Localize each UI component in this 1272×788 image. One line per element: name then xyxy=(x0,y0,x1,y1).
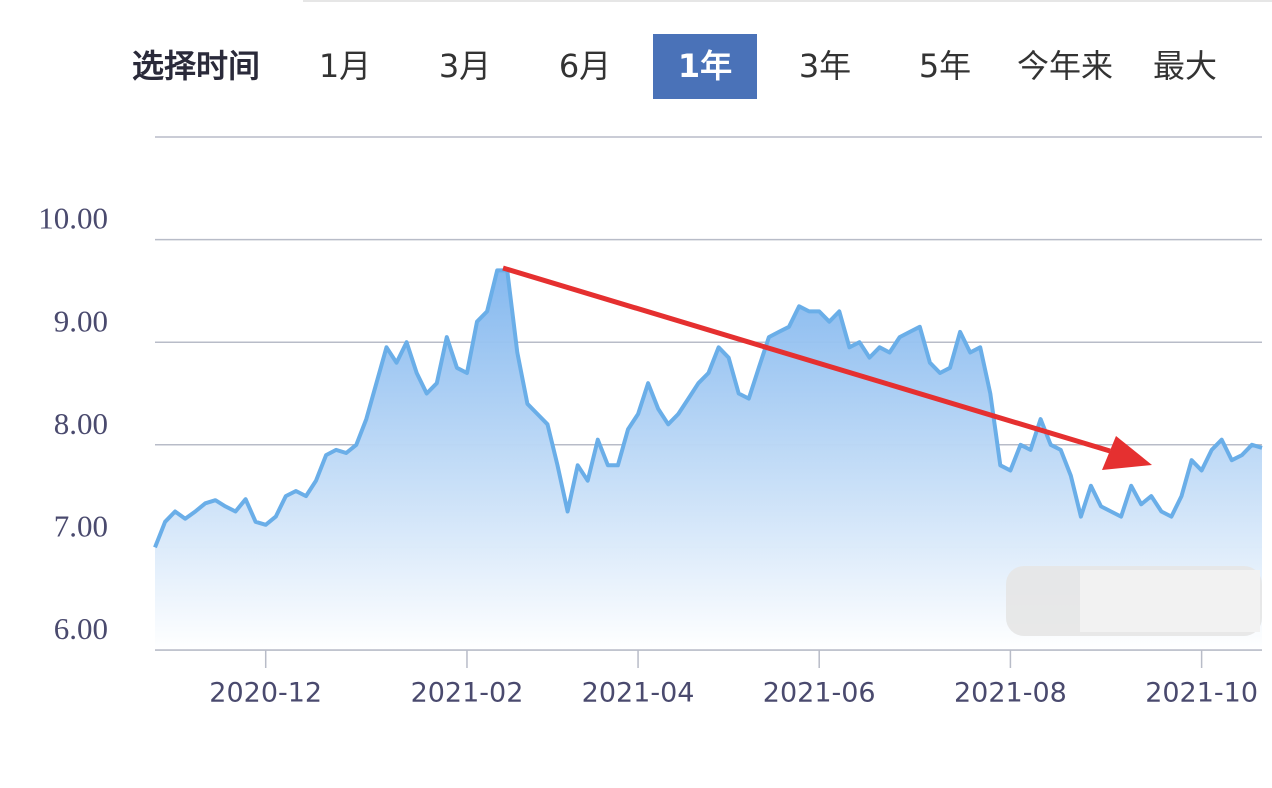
time-range-tab[interactable]: 3年 xyxy=(798,47,852,85)
tab-label: 选择时间 xyxy=(132,47,261,85)
x-tick-label: 2020-12 xyxy=(209,678,322,709)
blurred-watermark-text xyxy=(1080,570,1260,632)
time-range-tab[interactable]: 1年 xyxy=(653,34,757,99)
arrow-shaft xyxy=(502,265,1111,454)
y-tick-label: 6.00 xyxy=(54,611,108,646)
x-tick-label: 2021-04 xyxy=(582,678,695,709)
time-range-tab[interactable]: 3月 xyxy=(438,47,492,85)
time-range-tab[interactable]: 6月 xyxy=(558,47,612,85)
time-range-tab[interactable]: 1月 xyxy=(318,47,372,85)
x-tick-label: 2021-10 xyxy=(1145,678,1258,709)
x-tick-label: 2021-08 xyxy=(954,678,1067,709)
y-tick-label: 8.00 xyxy=(54,406,108,441)
y-tick-label: 7.00 xyxy=(54,509,108,544)
y-tick-label: 10.00 xyxy=(38,201,108,236)
time-range-tab[interactable]: 5年 xyxy=(918,47,972,85)
time-range-tabs: 选择时间 1月 3月 6月 1年 3年 5年 今年来 最大 xyxy=(0,0,1272,110)
area-fill xyxy=(155,270,1262,650)
x-tick-label: 2021-06 xyxy=(763,678,876,709)
x-tick-label: 2021-02 xyxy=(411,678,524,709)
arrow-head xyxy=(1102,436,1152,470)
nav-line xyxy=(153,268,1263,549)
time-range-tab[interactable]: 今年来 xyxy=(1016,47,1113,85)
time-range-tab[interactable]: 最大 xyxy=(1152,47,1217,85)
y-tick-label: 9.00 xyxy=(54,303,108,338)
plot-area: 6.00 7.00 8.00 9.00 10.00 2020-12 2021-02 2021-… xyxy=(38,136,1263,709)
annotation-arrow xyxy=(502,265,1152,470)
